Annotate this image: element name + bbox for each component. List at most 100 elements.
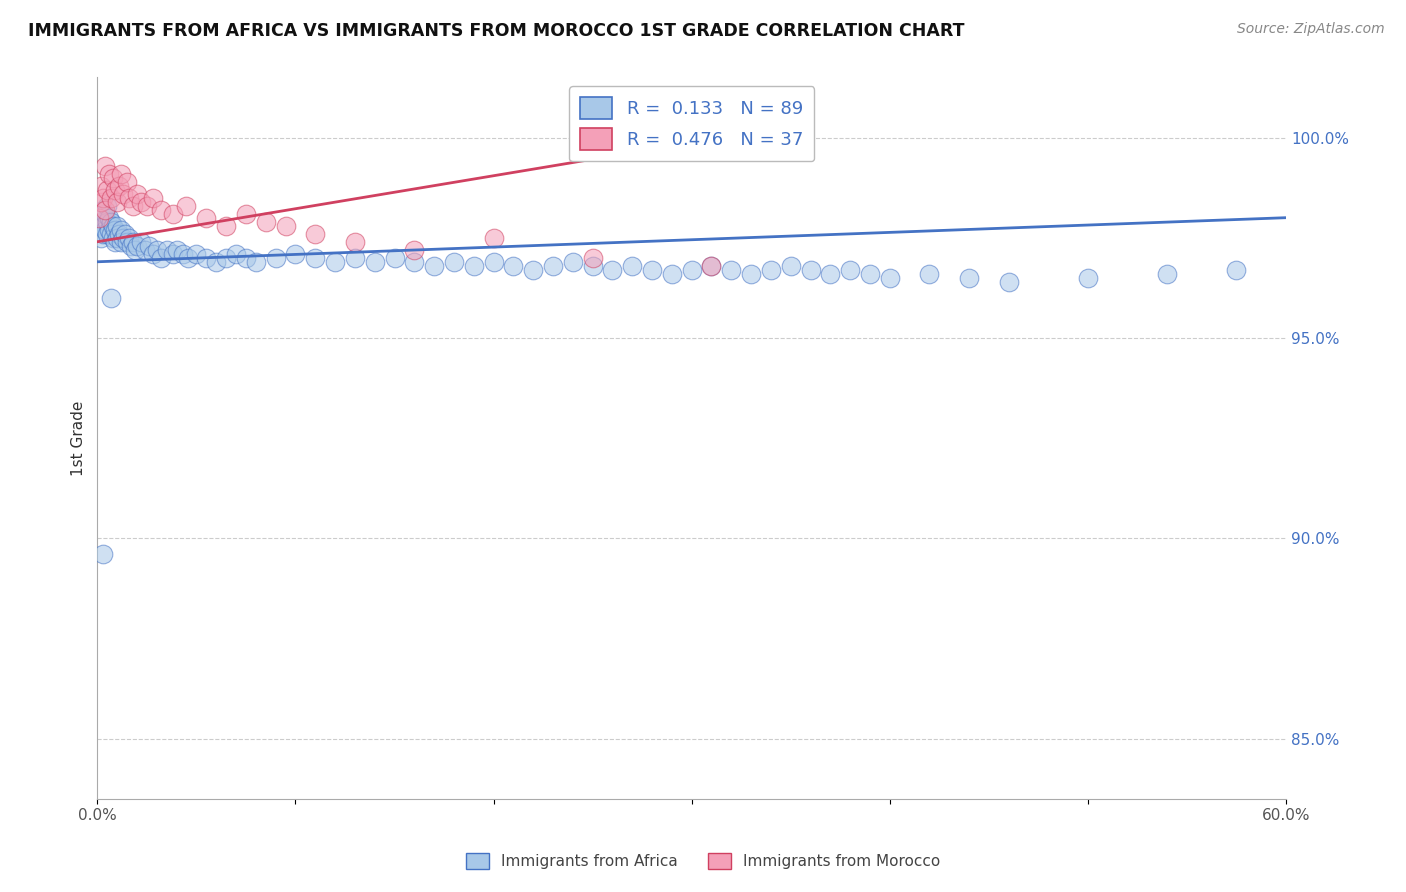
Point [759,127,782,141]
Point [91,191,114,205]
Point [135,199,157,213]
Point [90,231,112,245]
Point [162,246,184,260]
Point [149,251,172,265]
Point [129,194,152,209]
Point [110,235,132,249]
Point [1225,262,1247,277]
Point [129,235,152,249]
Point [108,178,131,193]
Point [110,167,132,181]
Point [264,251,287,265]
Point [602,262,624,277]
Point [195,211,218,225]
Point [323,254,346,268]
Point [215,251,238,265]
Point [463,259,485,273]
Point [103,219,125,233]
Point [115,235,138,249]
Point [103,231,125,245]
Point [205,254,228,268]
Point [720,262,742,277]
Legend: R =  0.133   N = 89, R =  0.476   N = 37: R = 0.133 N = 89, R = 0.476 N = 37 [569,87,814,161]
Point [100,291,122,305]
Point [96,215,118,229]
Point [957,270,980,285]
Point [124,243,146,257]
Point [91,219,114,233]
Point [186,246,208,260]
Point [1077,270,1099,285]
Point [98,223,121,237]
Point [561,254,583,268]
Point [146,243,169,257]
Point [114,227,136,241]
Point [90,178,112,193]
Point [482,231,505,245]
Point [90,215,112,229]
Point [235,251,257,265]
Point [621,259,644,273]
Point [104,235,127,249]
Point [98,211,121,225]
Point [245,254,267,268]
Point [304,227,326,241]
Text: Source: ZipAtlas.com: Source: ZipAtlas.com [1237,22,1385,37]
Point [661,267,683,281]
Point [142,191,165,205]
Point [118,231,141,245]
Point [162,207,184,221]
Point [641,262,664,277]
Point [149,202,172,217]
Point [482,254,505,268]
Point [177,251,200,265]
Point [172,246,194,260]
Point [879,270,901,285]
Point [96,227,118,241]
Point [138,239,160,253]
Point [112,186,135,201]
Point [118,191,141,205]
Point [443,254,465,268]
Point [343,235,366,249]
Point [284,246,307,260]
Point [274,219,297,233]
Point [404,254,426,268]
Legend: Immigrants from Africa, Immigrants from Morocco: Immigrants from Africa, Immigrants from … [460,847,946,875]
Point [918,267,941,281]
Point [122,199,145,213]
Point [96,183,118,197]
Point [522,262,544,277]
Point [839,262,862,277]
Point [112,231,135,245]
Point [700,259,723,273]
Point [100,215,122,229]
Point [91,547,114,561]
Point [91,227,114,241]
Point [799,262,821,277]
Point [91,202,114,217]
Point [176,199,198,213]
Point [94,159,117,173]
Point [125,186,148,201]
Point [90,194,112,209]
Point [98,167,121,181]
Point [384,251,406,265]
Point [120,239,142,253]
Point [820,267,842,281]
Point [859,267,882,281]
Point [104,183,127,197]
Point [105,194,128,209]
Point [700,259,723,273]
Y-axis label: 1st Grade: 1st Grade [72,401,86,475]
Point [89,211,111,225]
Point [105,219,128,233]
Point [100,191,122,205]
Point [104,223,127,237]
Point [134,243,156,257]
Point [541,259,564,273]
Point [110,223,132,237]
Point [1156,267,1178,281]
Point [215,219,238,233]
Point [94,202,117,217]
